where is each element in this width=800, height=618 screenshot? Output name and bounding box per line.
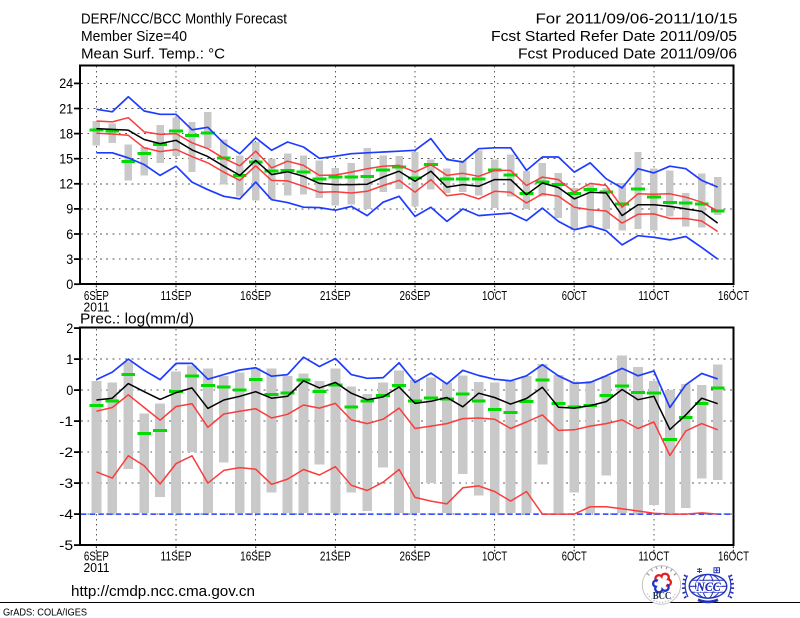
svg-text:6SEP: 6SEP <box>84 549 109 564</box>
svg-text:NCC: NCC <box>695 579 721 594</box>
svg-text:0: 0 <box>66 277 73 292</box>
svg-text:Mean Surf. Temp.: °C: Mean Surf. Temp.: °C <box>81 46 225 63</box>
svg-text:2011: 2011 <box>84 300 110 315</box>
svg-text:2011: 2011 <box>84 560 110 575</box>
svg-text:16OCT: 16OCT <box>718 549 749 564</box>
svg-text:21SEP: 21SEP <box>320 288 351 303</box>
svg-text:0: 0 <box>66 383 73 398</box>
svg-text:6SEP: 6SEP <box>84 288 109 303</box>
svg-text:11OCT: 11OCT <box>638 288 669 303</box>
svg-text:-5: -5 <box>59 538 73 553</box>
svg-text:-3: -3 <box>59 476 73 491</box>
svg-text:2: 2 <box>66 321 73 336</box>
svg-text:NCC: NCC <box>695 579 721 594</box>
svg-text:18: 18 <box>59 126 73 141</box>
svg-text:11SEP: 11SEP <box>161 288 192 303</box>
svg-text:-4: -4 <box>59 507 74 522</box>
svg-text:Fcst Started Refer Date 2011/0: Fcst Started Refer Date 2011/09/05 <box>491 28 737 45</box>
svg-text:15: 15 <box>59 151 73 166</box>
svg-text:12: 12 <box>59 177 73 192</box>
svg-text:9: 9 <box>66 202 73 217</box>
svg-text:3: 3 <box>66 252 73 267</box>
svg-text:For 2011/09/06-2011/10/15: For 2011/09/06-2011/10/15 <box>536 11 738 28</box>
svg-text:http://cmdp.ncc.cma.gov.cn: http://cmdp.ncc.cma.gov.cn <box>71 583 255 600</box>
svg-text:-2: -2 <box>59 445 73 460</box>
svg-text:Prec.: log(mm/d): Prec.: log(mm/d) <box>80 311 194 328</box>
svg-text:DERF/NCC/BCC Monthly Forecast: DERF/NCC/BCC Monthly Forecast <box>81 11 288 28</box>
svg-text:11SEP: 11SEP <box>161 549 192 564</box>
svg-text:-1: -1 <box>59 414 73 429</box>
svg-text:GrADS: COLA/IGES: GrADS: COLA/IGES <box>3 607 87 618</box>
svg-text:1OCT: 1OCT <box>482 549 507 564</box>
svg-text:16SEP: 16SEP <box>240 288 271 303</box>
svg-text:1OCT: 1OCT <box>482 288 507 303</box>
svg-text:21SEP: 21SEP <box>320 549 351 564</box>
svg-text:24: 24 <box>59 76 73 91</box>
svg-text:11OCT: 11OCT <box>638 549 669 564</box>
svg-text:6OCT: 6OCT <box>562 288 587 303</box>
svg-text:Fcst Produced Date 2011/09/06: Fcst Produced Date 2011/09/06 <box>518 46 737 63</box>
svg-text:Member Size=40: Member Size=40 <box>81 28 187 45</box>
svg-text:26SEP: 26SEP <box>399 288 430 303</box>
svg-text:16SEP: 16SEP <box>240 549 271 564</box>
svg-text:21: 21 <box>59 101 73 116</box>
svg-text:6OCT: 6OCT <box>562 549 587 564</box>
svg-text:6: 6 <box>66 227 73 242</box>
svg-text:16OCT: 16OCT <box>718 288 749 303</box>
svg-text:26SEP: 26SEP <box>399 549 430 564</box>
svg-text:1: 1 <box>66 352 73 367</box>
svg-text:BCC: BCC <box>653 590 672 602</box>
